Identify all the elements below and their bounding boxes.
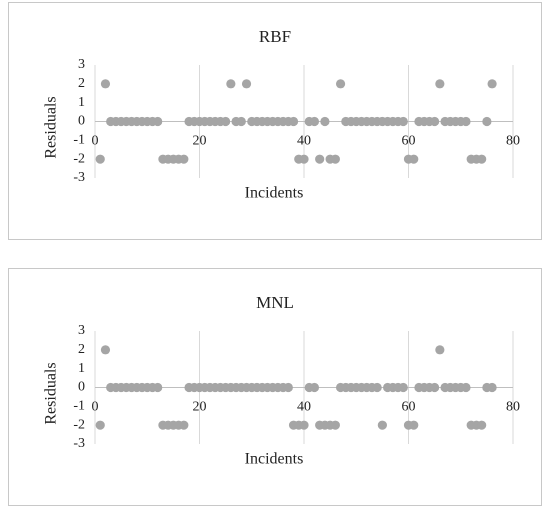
y-tick-label: 3	[78, 57, 85, 72]
point	[299, 420, 309, 430]
y-tick-label: 3	[78, 323, 85, 338]
y-tick-label: -1	[73, 133, 85, 148]
point	[309, 116, 320, 127]
x-tick-label: 20	[193, 400, 207, 415]
point	[153, 116, 163, 127]
point	[477, 154, 487, 164]
y-axis-label: Residuals	[43, 96, 60, 158]
y-tick-label: -1	[73, 399, 85, 414]
y-tick-label: 2	[78, 76, 85, 91]
point	[335, 79, 346, 89]
y-tick-label: 1	[78, 361, 85, 376]
x-tick-label: 60	[402, 134, 416, 149]
point	[435, 345, 445, 355]
x-tick-label: 80	[506, 400, 520, 415]
point	[487, 79, 497, 89]
point	[95, 420, 105, 430]
y-tick-label: 0	[78, 114, 85, 129]
x-tick-label: 0	[92, 400, 99, 415]
point	[487, 382, 497, 393]
x-tick-label: 80	[506, 134, 520, 149]
y-tick-label: 1	[78, 95, 85, 110]
point	[430, 382, 440, 393]
point	[100, 345, 111, 355]
x-tick-label: 0	[92, 134, 99, 149]
point	[482, 116, 492, 127]
point	[398, 382, 408, 393]
point	[435, 79, 445, 89]
chart-title: MNL	[256, 293, 294, 312]
x-axis-label: Incidents	[245, 451, 304, 468]
point	[95, 154, 105, 164]
point	[398, 116, 408, 127]
x-axis-label: Incidents	[245, 185, 304, 202]
chart-title: RBF	[259, 27, 291, 46]
point	[153, 382, 163, 393]
point	[377, 420, 387, 430]
point	[226, 79, 236, 89]
x-tick-label: 40	[297, 400, 311, 415]
point	[299, 154, 309, 164]
point	[477, 420, 487, 430]
point	[372, 382, 382, 393]
y-axis-label: Residuals	[43, 362, 60, 424]
point	[100, 79, 111, 89]
y-tick-label: 2	[78, 342, 85, 357]
point	[179, 420, 189, 430]
x-tick-label: 20	[193, 134, 207, 149]
point	[409, 154, 419, 164]
y-tick-label: -2	[73, 151, 85, 166]
point	[236, 116, 246, 127]
point	[288, 116, 299, 127]
point	[330, 420, 340, 430]
point	[330, 154, 340, 164]
point	[315, 154, 325, 164]
point	[461, 116, 471, 127]
point	[320, 116, 330, 127]
y-tick-label: -2	[73, 417, 85, 432]
y-tick-label: -3	[73, 436, 85, 451]
point	[179, 154, 189, 164]
point	[409, 420, 419, 430]
point	[309, 382, 320, 393]
x-tick-label: 60	[402, 400, 416, 415]
point	[221, 116, 231, 127]
y-tick-label: 0	[78, 380, 85, 395]
point	[283, 382, 293, 393]
point	[430, 116, 440, 127]
x-tick-label: 40	[297, 134, 311, 149]
y-tick-label: -3	[73, 170, 85, 185]
point	[461, 382, 471, 393]
point	[241, 79, 252, 89]
